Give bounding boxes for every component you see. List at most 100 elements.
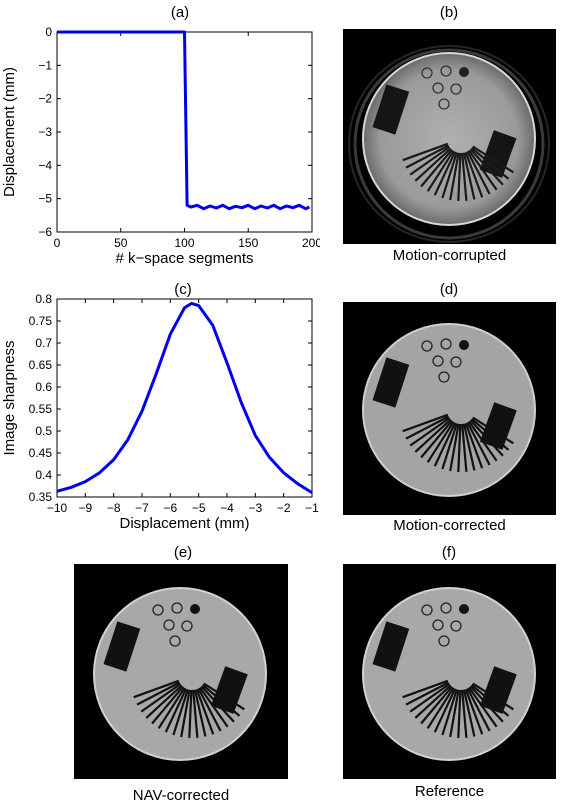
resolution-fan-bar	[201, 684, 241, 717]
resolution-fan-bar	[469, 419, 504, 457]
resolution-fan-bar	[449, 689, 460, 738]
resolution-fan-bar	[405, 415, 450, 440]
x-axis-label: # k−space segments	[116, 250, 254, 267]
y-axis-label: Image sharpness	[1, 340, 18, 455]
resolution-fan-bar	[441, 152, 458, 199]
resolution-fan-bar	[464, 688, 484, 735]
chart-a-marks: 0 50 100 150 200 0 −1 −2 −3 −4 −5 −6 # k−space segme…	[1, 25, 320, 267]
resolution-fan-bar	[409, 683, 451, 713]
resolution-fan-bar	[433, 151, 457, 196]
resolution-fan-bar	[164, 688, 188, 733]
x-tick-label: −7	[135, 501, 149, 515]
series-line	[57, 30, 311, 211]
resolution-fan-bar	[468, 420, 498, 462]
x-tick-label: −2	[277, 501, 291, 515]
y-tick-label: 0.45	[29, 446, 53, 460]
resolution-fan-bar	[449, 423, 460, 472]
resolution-fan-bar	[466, 421, 491, 466]
resolution-fan-bar	[188, 689, 193, 738]
caption-e: NAV-corrected	[132, 787, 230, 804]
resolution-fan-bar	[441, 423, 458, 470]
resolution-fan-bar	[462, 689, 476, 737]
y-tick-label: 0.7	[35, 336, 52, 350]
x-tick-label: 0	[54, 236, 61, 250]
resolution-fan-bar	[409, 417, 451, 447]
y-axis-label: Displacement (mm)	[1, 67, 18, 197]
resolution-fan-bar	[461, 689, 468, 738]
x-tick-label: −6	[163, 501, 177, 515]
resolution-fan-bar	[461, 152, 468, 201]
x-tick-label: 200	[302, 236, 320, 250]
resolution-fan-bar	[420, 419, 453, 459]
resolution-fan-bar	[193, 689, 207, 737]
resolution-fan-bar	[469, 685, 504, 723]
resolution-fan-bar	[472, 416, 514, 445]
chart-c-marks: −10 −9 −8 −7 −6 −5 −4 −3 −2 −1 0.35 0.4 0.45 0.5 0.55 0…	[1, 292, 319, 532]
resolution-fan-bar	[133, 679, 180, 699]
resolution-fan-bar	[192, 689, 199, 738]
panel-label-e: (e)	[173, 544, 193, 561]
resolution-fan-bar	[466, 687, 491, 732]
resolution-fan-bar	[426, 421, 455, 463]
panel-label-c: (c)	[174, 281, 192, 298]
x-tick-label: −10	[47, 501, 68, 515]
resolution-fan-bar	[469, 148, 504, 186]
resolution-fan-bar	[470, 147, 510, 180]
panel-label-f: (f)	[441, 544, 457, 561]
reference-image	[343, 564, 556, 779]
resolution-fan-bar	[200, 685, 235, 723]
motion-corrected-image	[343, 302, 556, 515]
y-tick-label: −2	[38, 92, 52, 106]
sharpness-chart: −10 −9 −8 −7 −6 −5 −4 −3 −2 −1 0.35 0.4 0.45 0.5 0.55 0…	[1, 292, 319, 532]
y-tick-label: −1	[38, 58, 52, 72]
x-tick-label: −8	[107, 501, 121, 515]
resolution-fan-bar	[414, 147, 452, 182]
resolution-fan-bar	[409, 146, 451, 176]
resolution-fan-bar	[466, 150, 491, 195]
resolution-fan-bar	[468, 149, 498, 191]
displacement-chart: 0 50 100 150 200 0 −1 −2 −3 −4 −5 −6 # k−space segme…	[1, 25, 320, 267]
resolution-fan-bar	[464, 151, 484, 198]
resolution-fan-bar	[151, 685, 184, 725]
resolution-fan-bar	[414, 418, 452, 453]
resolution-fan-bar	[464, 422, 484, 469]
series-line	[56, 301, 313, 494]
x-tick-label: −3	[248, 501, 262, 515]
x-tick-label: −1	[305, 501, 319, 515]
caption-b: Motion-corrupted	[392, 247, 507, 264]
resolution-fan-bar	[468, 686, 498, 728]
resolution-fan-bar	[203, 682, 245, 711]
y-tick-label: −6	[38, 225, 52, 239]
resolution-fan-bar	[470, 684, 510, 717]
resolution-fan-bar	[140, 683, 182, 713]
panel-label-b: (b)	[439, 4, 459, 21]
resolution-fan-bar	[172, 689, 189, 736]
resolution-fan-bar	[199, 686, 229, 728]
resolution-fan-bar	[449, 152, 460, 201]
y-tick-label: 0.6	[35, 380, 52, 394]
resolution-fan-bar	[136, 681, 181, 706]
y-tick-label: 0.55	[29, 402, 53, 416]
resolution-fan-bar	[457, 152, 462, 201]
y-tick-label: −5	[38, 192, 52, 206]
resolution-fan-bar	[157, 687, 186, 729]
resolution-fan-bar	[420, 685, 453, 725]
y-tick-label: 0.35	[29, 490, 53, 504]
y-tick-label: −4	[38, 158, 52, 172]
y-tick-label: −3	[38, 125, 52, 139]
y-tick-label: 0.65	[29, 358, 53, 372]
y-tick-label: 0	[45, 25, 52, 39]
resolution-fan-bar	[426, 150, 455, 192]
resolution-fan-bar	[402, 142, 449, 162]
resolution-fan-bar	[197, 687, 222, 732]
x-tick-label: −5	[192, 501, 206, 515]
resolution-fan-bar	[457, 423, 462, 472]
x-axis-label: Displacement (mm)	[119, 515, 249, 532]
y-tick-label: 0.4	[35, 468, 52, 482]
resolution-fan-bar	[195, 688, 215, 735]
panel-label-d: (d)	[439, 281, 459, 298]
x-tick-label: 50	[114, 236, 128, 250]
caption-d: Motion-corrected	[393, 517, 506, 534]
resolution-fan-bar	[402, 679, 449, 699]
x-tick-label: −4	[220, 501, 234, 515]
